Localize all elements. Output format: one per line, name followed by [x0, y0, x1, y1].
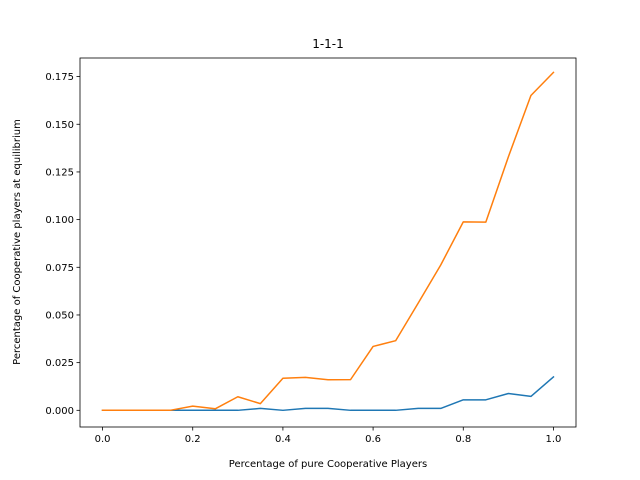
x-tick-label: 0.4	[275, 434, 291, 445]
y-tick-label: 0.150	[45, 120, 74, 131]
x-tick-label: 0.6	[365, 434, 381, 445]
y-axis-ticks: 0.000 0.025 0.050 0.075 0.100 0.125 0.150 0.175	[45, 72, 80, 417]
series-line-2	[101, 71, 555, 412]
y-tick-label: 0.100	[45, 215, 74, 226]
x-tick-label: 0.2	[185, 434, 201, 445]
series-line-1	[101, 375, 555, 412]
x-tick-label: 0.0	[95, 434, 111, 445]
x-tick-label: 0.8	[455, 434, 471, 445]
y-tick-label: 0.000	[45, 406, 74, 417]
x-axis-ticks: 0.0 0.2 0.4 0.6 0.8 1.0	[95, 427, 562, 445]
chart-title: 1-1-1	[312, 37, 344, 51]
plot-area	[101, 71, 555, 412]
y-tick-label: 0.025	[45, 358, 74, 369]
y-tick-label: 0.050	[45, 310, 74, 321]
y-tick-label: 0.175	[45, 72, 74, 83]
y-tick-label: 0.125	[45, 167, 74, 178]
x-tick-label: 1.0	[546, 434, 562, 445]
y-tick-label: 0.075	[45, 263, 74, 274]
plot-frame	[79, 57, 577, 428]
x-axis-label: Percentage of pure Cooperative Players	[229, 459, 427, 470]
y-axis-label: Percentage of Cooperative players at equ…	[12, 119, 23, 365]
